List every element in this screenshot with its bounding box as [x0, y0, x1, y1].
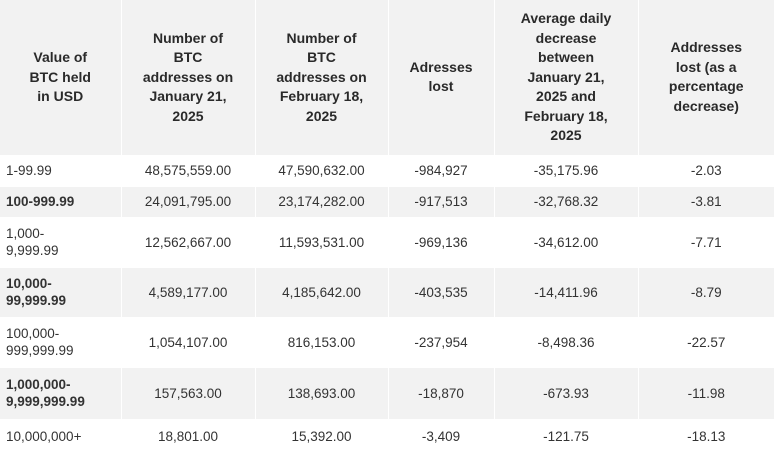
jan-count-cell: 1,054,107.00 — [121, 316, 256, 367]
jan-count-cell: 12,562,667.00 — [121, 216, 256, 267]
range-cell: 10,000- 99,999.99 — [0, 266, 122, 317]
percent-cell: -3.81 — [638, 185, 774, 217]
jan-count-cell: 157,563.00 — [121, 366, 256, 419]
range-cell: 100-999.99 — [0, 185, 122, 217]
percent-cell: -2.03 — [638, 154, 774, 186]
daily-decrease-cell: -35,175.96 — [494, 154, 639, 186]
lost-cell: -237,954 — [388, 316, 495, 367]
range-cell: 100,000- 999,999.99 — [0, 316, 122, 367]
lost-cell: -917,513 — [388, 185, 495, 217]
daily-decrease-cell: -34,612.00 — [494, 216, 639, 267]
table-body: 1-99.99 48,575,559.00 47,590,632.00 -984… — [0, 154, 774, 453]
header-average-daily-decrease: Average daily decrease between January 2… — [494, 0, 639, 155]
header-percentage-lost: Addresses lost (as a percentage decrease… — [638, 0, 774, 155]
daily-decrease-cell: -673.93 — [494, 366, 639, 419]
lost-cell: -3,409 — [388, 418, 495, 453]
daily-decrease-cell: -32,768.32 — [494, 185, 639, 217]
header-addresses-feb: Number of BTC addresses on February 18, … — [255, 0, 389, 155]
range-cell: 1,000,000- 9,999,999.99 — [0, 366, 122, 419]
feb-count-cell: 47,590,632.00 — [255, 154, 389, 186]
percent-cell: -22.57 — [638, 316, 774, 367]
jan-count-cell: 24,091,795.00 — [121, 185, 256, 217]
jan-count-cell: 18,801.00 — [121, 418, 256, 453]
header-row: Value of BTC held in USD Number of BTC a… — [0, 0, 774, 155]
range-cell: 1-99.99 — [0, 154, 122, 186]
table-header: Value of BTC held in USD Number of BTC a… — [0, 0, 774, 155]
feb-count-cell: 138,693.00 — [255, 366, 389, 419]
daily-decrease-cell: -121.75 — [494, 418, 639, 453]
table-row: 1,000,000- 9,999,999.99 157,563.00 138,69… — [0, 366, 774, 419]
feb-count-cell: 4,185,642.00 — [255, 266, 389, 317]
jan-count-cell: 48,575,559.00 — [121, 154, 256, 186]
lost-cell: -969,136 — [388, 216, 495, 267]
range-cell: 1,000- 9,999.99 — [0, 216, 122, 267]
table-row: 10,000- 99,999.99 4,589,177.00 4,185,642.… — [0, 266, 774, 317]
lost-cell: -18,870 — [388, 366, 495, 419]
percent-cell: -18.13 — [638, 418, 774, 453]
daily-decrease-cell: -8,498.36 — [494, 316, 639, 367]
table-row: 1,000- 9,999.99 12,562,667.00 11,593,531.… — [0, 216, 774, 267]
table-row: 1-99.99 48,575,559.00 47,590,632.00 -984… — [0, 154, 774, 186]
header-addresses-jan: Number of BTC addresses on January 21, 2… — [121, 0, 256, 155]
feb-count-cell: 816,153.00 — [255, 316, 389, 367]
percent-cell: -8.79 — [638, 266, 774, 317]
feb-count-cell: 11,593,531.00 — [255, 216, 389, 267]
feb-count-cell: 15,392.00 — [255, 418, 389, 453]
lost-cell: -984,927 — [388, 154, 495, 186]
header-addresses-lost: Adresses lost — [388, 0, 495, 155]
daily-decrease-cell: -14,411.96 — [494, 266, 639, 317]
range-cell: 10,000,000+ — [0, 418, 122, 453]
header-value-btc: Value of BTC held in USD — [0, 0, 122, 155]
table-row: 100-999.99 24,091,795.00 23,174,282.00 -… — [0, 185, 774, 217]
table-row: 10,000,000+ 18,801.00 15,392.00 -3,409 -… — [0, 418, 774, 453]
table-row: 100,000- 999,999.99 1,054,107.00 816,153.… — [0, 316, 774, 367]
percent-cell: -11.98 — [638, 366, 774, 419]
jan-count-cell: 4,589,177.00 — [121, 266, 256, 317]
percent-cell: -7.71 — [638, 216, 774, 267]
feb-count-cell: 23,174,282.00 — [255, 185, 389, 217]
lost-cell: -403,535 — [388, 266, 495, 317]
